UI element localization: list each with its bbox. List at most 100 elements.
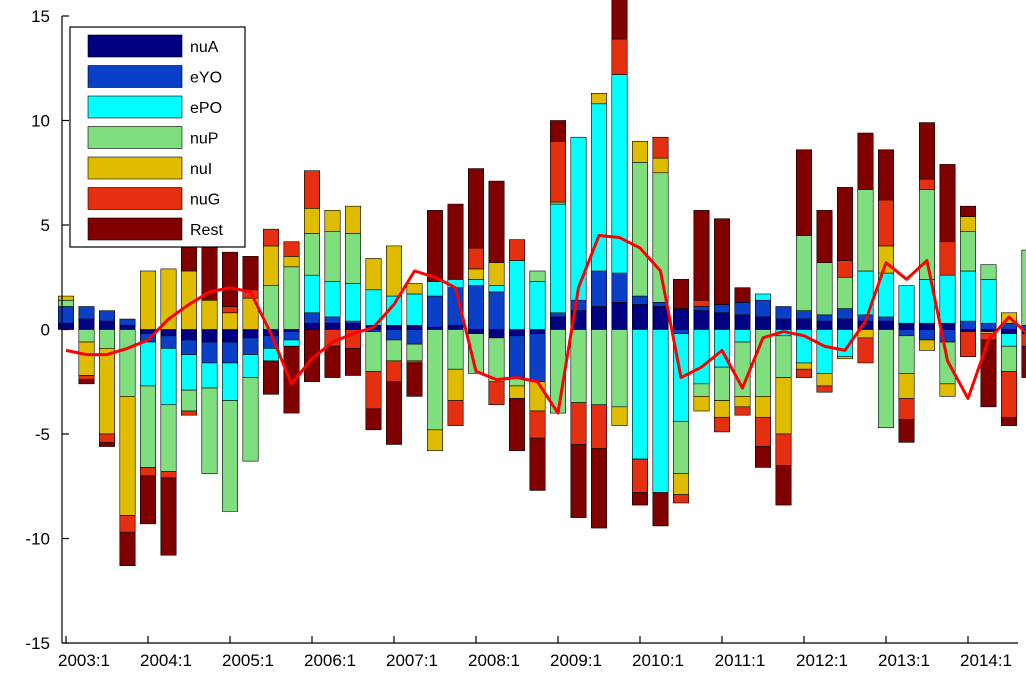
bar-eYO-q18 (426, 295, 443, 328)
bar-Rest-q28 (631, 492, 648, 506)
x-tick-label: 2014:1 (960, 651, 1012, 670)
bar-nuA-q20 (467, 329, 484, 334)
bar-Rest-q14 (344, 348, 361, 376)
x-tick-label: 2008:1 (468, 651, 520, 670)
bar-eYO-q22 (508, 335, 525, 378)
bar-Rest-q10 (262, 360, 279, 395)
bar-eYO-q1 (78, 306, 95, 320)
x-tick-label: 2010:1 (632, 651, 684, 670)
bar-nuI-q20 (467, 268, 484, 280)
bar-nuI-q26 (590, 93, 607, 105)
bar-nuA-q37 (816, 320, 833, 330)
bar-nuI-q41 (898, 373, 915, 399)
bar-nuG-q39 (857, 337, 874, 364)
bar-nuP-q28 (631, 162, 648, 297)
bar-ePO-q41 (898, 285, 915, 324)
bar-nuA-q12 (303, 322, 320, 330)
bar-nuP-q18 (426, 329, 443, 431)
x-tick-label: 2009:1 (550, 651, 602, 670)
x-tick-label: 2005:1 (222, 651, 274, 670)
bar-nuG-q42 (918, 178, 935, 190)
total-line (65, 233, 1026, 415)
bar-nuA-q35 (775, 318, 792, 330)
bar-ePO-q28 (631, 329, 648, 460)
bar-nuP-q29 (652, 172, 669, 303)
bar-nuA-q31 (693, 310, 710, 330)
bar-nuP-q21 (488, 337, 505, 383)
bar-nuA-q27 (611, 302, 628, 330)
bar-ePO-q34 (754, 293, 771, 301)
bar-nuI-q18 (426, 429, 443, 452)
bar-nuA-q24 (549, 316, 566, 330)
bar-nuG-q12 (303, 170, 320, 209)
bar-ePO-q23 (529, 281, 546, 330)
bar-eYO-q14 (344, 320, 361, 324)
bar-Rest-q18 (426, 210, 443, 282)
bar-nuP-q45 (980, 264, 997, 280)
bar-nuI-q29 (652, 157, 669, 174)
bar-nuG-q6 (181, 410, 198, 416)
bar-nuI-q10 (262, 245, 279, 286)
bar-nuG-q41 (898, 398, 915, 420)
y-tick-label: -15 (25, 634, 50, 653)
bar-eYO-q27 (611, 272, 628, 303)
bar-nuA-q3 (119, 325, 136, 330)
bar-nuI-q28 (631, 141, 648, 163)
x-tick-label: 2003:1 (58, 651, 110, 670)
bar-nuI-q11 (283, 256, 300, 268)
legend-label-nuG: nuG (190, 192, 220, 209)
bar-eYO-q6 (181, 339, 198, 355)
bar-eYO-q28 (631, 295, 648, 305)
bar-nuP-q6 (181, 389, 198, 412)
bar-Rest-q44 (959, 205, 976, 217)
bar-eYO-q12 (303, 312, 320, 324)
bar-ePO-q21 (488, 285, 505, 293)
bar-nuG-q40 (877, 199, 894, 247)
bar-Rest-q9 (242, 256, 259, 291)
legend-label-nuA: nuA (190, 39, 219, 56)
bar-nuP-q4 (140, 385, 157, 468)
bar-nuP-q17 (406, 343, 423, 362)
bar-nuG-q36 (795, 368, 812, 378)
bar-ePO-q5 (160, 348, 177, 406)
bar-nuI-q15 (365, 258, 382, 291)
bar-ePO-q9 (242, 354, 259, 378)
bar-nuG-q33 (734, 406, 751, 416)
bar-nuA-q34 (754, 316, 771, 330)
bar-nuI-q36 (795, 362, 812, 370)
bar-nuA-q22 (508, 329, 525, 337)
bar-ePO-q8 (222, 362, 239, 401)
bar-eYO-q3 (119, 318, 136, 326)
bar-Rest-q45 (980, 339, 997, 408)
bar-nuA-q38 (836, 318, 853, 330)
legend-swatch-nuG (87, 187, 183, 210)
bar-nuG-q20 (467, 247, 484, 270)
bar-nuI-q12 (303, 207, 320, 234)
bar-ePO-q44 (959, 270, 976, 322)
bar-nuA-q41 (898, 322, 915, 330)
legend-swatch-eYO (87, 65, 183, 88)
bar-Rest-q33 (734, 287, 751, 303)
bar-nuP-q39 (857, 189, 874, 272)
bar-Rest-q42 (918, 122, 935, 180)
bar-eYO-q40 (877, 316, 894, 322)
bar-nuP-q25 (570, 329, 587, 403)
bar-ePO-q45 (980, 279, 997, 324)
bar-Rest-q5 (160, 477, 177, 556)
bar-ePO-q20 (467, 279, 484, 286)
bar-Rest-q27 (611, 0, 628, 40)
bar-nuI-q42 (918, 339, 935, 351)
bar-nuG-q24 (549, 141, 566, 203)
bar-nuA-q46 (1000, 329, 1017, 334)
bar-ePO-q31 (693, 329, 710, 385)
bar-nuG-q17 (406, 360, 423, 364)
bar-nuP-q7 (201, 387, 218, 475)
bar-ePO-q37 (816, 329, 833, 374)
bar-Rest-q36 (795, 149, 812, 236)
bar-nuA-q11 (283, 329, 300, 332)
bar-Rest-q40 (877, 149, 894, 201)
y-tick-label: 5 (41, 216, 50, 235)
bar-eYO-q44 (959, 320, 976, 330)
bar-ePO-q13 (324, 281, 341, 318)
